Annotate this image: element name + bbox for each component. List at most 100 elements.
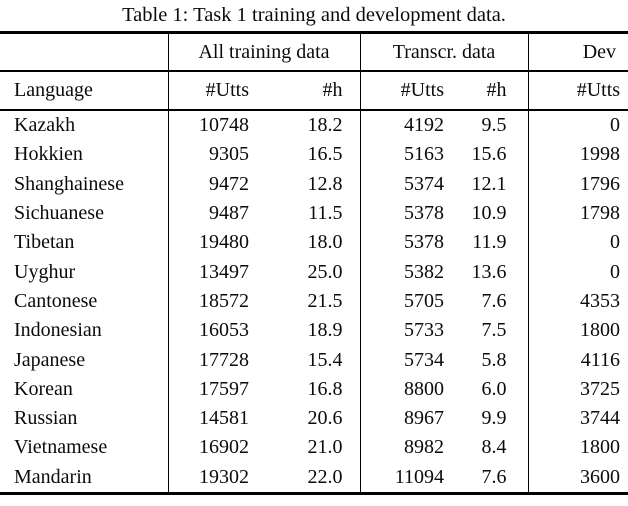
cell-utts-transcr: 5382 (404, 260, 445, 283)
cell-utts-dev: 1798 (580, 202, 621, 225)
cell-hours-transcr: 11.9 (448, 228, 529, 258)
cell-utts-transcr: 5733 (404, 319, 445, 342)
cell-utts-dev: 3600 (580, 465, 621, 488)
cell-utts-transcr: 11094 (394, 465, 445, 488)
cell-utts-transcr: 5705 (404, 289, 445, 312)
cell-utts-all: 18572 (199, 289, 249, 312)
cell-language: Sichuanese (0, 198, 169, 229)
cell-hours-all: 15.4 (259, 345, 361, 375)
table-body: Kazakh 10748 18.2 4192 9.5 0 Hokkien 9305 16.5 51… (0, 110, 628, 494)
table-row: Uyghur 13497 25.0 5382 13.6 0 (0, 257, 628, 287)
cell-utts-transcr: 5378 (404, 231, 445, 254)
cell-utts-dev: 3744 (580, 407, 621, 430)
group-header-row: All training data Transcr. data Dev (0, 32, 628, 72)
column-header-language: Language (0, 71, 169, 111)
column-header-utts-all: #Utts (168, 71, 259, 111)
cell-language: Uyghur (0, 257, 169, 287)
group-header-transcr: Transcr. data (360, 32, 529, 72)
cell-hours-transcr: 15.6 (448, 140, 529, 170)
cell-utts-all: 9305 (209, 143, 249, 166)
cell-utts-transcr: 8967 (404, 407, 445, 430)
table-row: Cantonese 18572 21.5 5705 7.6 4353 (0, 286, 628, 317)
cell-hours-transcr: 7.6 (448, 462, 529, 494)
cell-hours-transcr: 5.8 (448, 345, 529, 375)
cell-utts-dev: 1796 (580, 172, 621, 195)
cell-hours-transcr: 9.5 (448, 110, 529, 141)
cell-utts-dev: 4116 (580, 348, 621, 371)
cell-utts-dev: 0 (610, 114, 621, 137)
cell-utts-dev: 1998 (580, 143, 621, 166)
table-row: Sichuanese 9487 11.5 5378 10.9 1798 (0, 198, 628, 229)
cell-utts-all: 13497 (199, 260, 249, 283)
cell-hours-all: 12.8 (259, 169, 361, 199)
group-header-empty (0, 32, 169, 72)
cell-utts-all: 17597 (199, 377, 249, 400)
cell-hours-transcr: 12.1 (448, 169, 529, 199)
cell-language: Indonesian (0, 316, 169, 346)
cell-hours-transcr: 9.9 (448, 403, 529, 434)
cell-utts-all: 9472 (209, 172, 249, 195)
cell-hours-transcr: 13.6 (448, 257, 529, 287)
cell-hours-transcr: 10.9 (448, 198, 529, 229)
cell-hours-all: 21.5 (259, 286, 361, 317)
cell-utts-dev: 0 (610, 260, 621, 283)
cell-hours-all: 20.6 (259, 403, 361, 434)
cell-hours-all: 18.2 (259, 110, 361, 141)
table-row: Korean 17597 16.8 8800 6.0 3725 (0, 374, 628, 404)
column-header-row: Language #Utts #h #Utts #h #Utts (0, 71, 628, 111)
cell-hours-all: 11.5 (259, 198, 361, 229)
cell-utts-all: 17728 (199, 348, 249, 371)
column-header-utts-dev: #Utts (528, 71, 628, 111)
table-row: Indonesian 16053 18.9 5733 7.5 1800 (0, 316, 628, 346)
column-header-hours-all: #h (259, 71, 361, 111)
cell-utts-dev: 1800 (580, 436, 621, 459)
table-row: Tibetan 19480 18.0 5378 11.9 0 (0, 228, 628, 258)
cell-hours-all: 16.5 (259, 140, 361, 170)
cell-utts-transcr: 5163 (404, 143, 445, 166)
table-row: Mandarin 19302 22.0 11094 7.6 3600 (0, 462, 628, 494)
cell-utts-all: 14581 (199, 407, 249, 430)
table-row: Hokkien 9305 16.5 5163 15.6 1998 (0, 140, 628, 170)
cell-utts-all: 16053 (199, 319, 249, 342)
cell-utts-transcr: 5378 (404, 202, 445, 225)
table-caption: Table 1: Task 1 training and development… (122, 4, 506, 26)
table-row: Russian 14581 20.6 8967 9.9 3744 (0, 403, 628, 434)
cell-language: Shanghainese (0, 169, 169, 199)
cell-hours-transcr: 6.0 (448, 374, 529, 404)
group-header-dev: Dev (528, 32, 628, 72)
cell-hours-all: 25.0 (259, 257, 361, 287)
table-row: Vietnamese 16902 21.0 8982 8.4 1800 (0, 433, 628, 463)
cell-language: Tibetan (0, 228, 169, 258)
table-row: Japanese 17728 15.4 5734 5.8 4116 (0, 345, 628, 375)
cell-hours-all: 16.8 (259, 374, 361, 404)
cell-hours-all: 18.9 (259, 316, 361, 346)
table-row: Shanghainese 9472 12.8 5374 12.1 1796 (0, 169, 628, 199)
cell-language: Russian (0, 403, 169, 434)
cell-utts-all: 19302 (199, 465, 249, 488)
cell-hours-transcr: 8.4 (448, 433, 529, 463)
group-header-all-training: All training data (168, 32, 361, 72)
cell-language: Mandarin (0, 462, 169, 494)
cell-utts-transcr: 8982 (404, 436, 445, 459)
cell-utts-dev: 0 (610, 231, 621, 254)
table-row: Kazakh 10748 18.2 4192 9.5 0 (0, 110, 628, 141)
cell-utts-dev: 3725 (580, 377, 621, 400)
cell-language: Japanese (0, 345, 169, 375)
cell-utts-dev: 1800 (580, 319, 621, 342)
cell-hours-transcr: 7.5 (448, 316, 529, 346)
column-header-utts-transcr: #Utts (360, 71, 449, 111)
cell-utts-dev: 4353 (580, 289, 621, 312)
cell-hours-all: 18.0 (259, 228, 361, 258)
table-header: All training data Transcr. data Dev Lang… (0, 32, 628, 111)
cell-language: Vietnamese (0, 433, 169, 463)
cell-utts-transcr: 4192 (404, 114, 445, 137)
cell-language: Cantonese (0, 286, 169, 317)
cell-hours-all: 22.0 (259, 462, 361, 494)
cell-language: Hokkien (0, 140, 169, 170)
cell-utts-transcr: 5734 (404, 348, 445, 371)
cell-language: Kazakh (0, 110, 169, 141)
cell-hours-transcr: 7.6 (448, 286, 529, 317)
cell-hours-all: 21.0 (259, 433, 361, 463)
cell-utts-all: 16902 (199, 436, 249, 459)
